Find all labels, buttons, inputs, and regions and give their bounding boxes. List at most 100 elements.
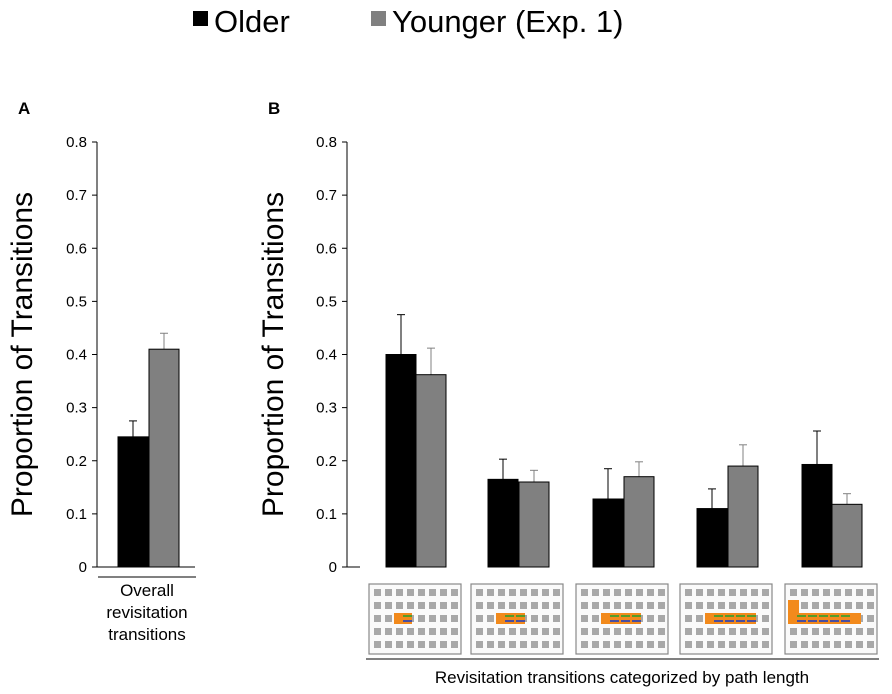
icon-grid-cell <box>856 589 863 596</box>
icon-grid-cell <box>801 641 808 648</box>
icon-grid-cell <box>614 641 621 648</box>
icon-frame <box>368 583 462 655</box>
icon-grid-cell <box>603 589 610 596</box>
icon-grid-cell <box>542 628 549 635</box>
icon-path-highlight <box>788 600 799 614</box>
icon-grid-cell <box>845 602 852 609</box>
icon-grid-cell <box>440 628 447 635</box>
icon-grid-cell <box>429 589 436 596</box>
icon-grid-cell <box>658 602 665 609</box>
icon-grid-cell <box>740 628 747 635</box>
panel-a-y-tick-label: 0.1 <box>66 506 87 523</box>
icon-grid-cell <box>685 615 692 622</box>
panel-a-category-label: revisitation <box>106 603 187 622</box>
icon-grid-cell <box>740 602 747 609</box>
icon-path-highlight <box>705 613 756 624</box>
icon-grid-cell <box>685 602 692 609</box>
legend-swatch-younger <box>371 10 386 26</box>
icon-grid-cell <box>531 602 538 609</box>
icon-grid-cell <box>407 641 414 648</box>
icon-path-highlight <box>496 613 525 624</box>
icon-grid-cell <box>429 602 436 609</box>
icon-grid-cell <box>718 602 725 609</box>
icon-grid-cell <box>647 641 654 648</box>
icon-grid-cell <box>385 589 392 596</box>
icon-grid-cell <box>729 602 736 609</box>
icon-grid-cell <box>509 589 516 596</box>
icon-grid-cell <box>476 628 483 635</box>
icon-grid-cell <box>856 602 863 609</box>
icon-grid-cell <box>696 602 703 609</box>
icon-grid-cell <box>603 641 610 648</box>
icon-grid-cell <box>845 628 852 635</box>
icon-grid-cell <box>487 602 494 609</box>
icon-grid-cell <box>603 628 610 635</box>
icon-grid-cell <box>751 602 758 609</box>
icon-grid-cell <box>498 628 505 635</box>
icon-grid-cell <box>834 589 841 596</box>
icon-grid-cell <box>845 589 852 596</box>
icon-grid-cell <box>614 628 621 635</box>
panel-a-y-axis-title: Proportion of Transitions <box>6 192 39 517</box>
icon-grid-cell <box>451 615 458 622</box>
path-length-2-icon <box>470 583 564 655</box>
panel-b-bar-younger <box>623 476 655 568</box>
icon-grid-cell <box>762 602 769 609</box>
panel-b-y-tick-label: 0.5 <box>316 293 337 310</box>
icon-grid-cell <box>867 641 874 648</box>
icon-grid-cell <box>581 615 588 622</box>
icon-grid-cell <box>823 602 830 609</box>
path-length-3-icon <box>575 583 669 655</box>
panel-b-plot: 0 0.1 0.2 0.3 0.4 0.5 0.6 0.7 0.8 Proportion of T… <box>257 134 879 687</box>
panel-b-label: B <box>268 99 281 118</box>
panel-a-y-tick-label: 0.4 <box>66 347 87 364</box>
panel-b-x-axis-title: Revisitation transitions categorized by … <box>435 668 809 687</box>
icon-grid-cell <box>790 641 797 648</box>
icon-grid-cell <box>696 641 703 648</box>
panel-b-bar-older <box>385 354 417 568</box>
panel-a-category-label: transitions <box>108 625 185 644</box>
icon-grid-cell <box>396 602 403 609</box>
icon-grid-cell <box>553 589 560 596</box>
panel-b-y-tick-label: 0.8 <box>316 134 337 151</box>
icon-grid-cell <box>531 589 538 596</box>
panel-b-bar-younger <box>518 481 550 568</box>
icon-grid-cell <box>790 589 797 596</box>
path-length-5-icon <box>784 583 878 655</box>
icon-grid-cell <box>718 589 725 596</box>
icon-grid-cell <box>812 589 819 596</box>
icon-grid-cell <box>658 628 665 635</box>
panel-a-y-tick-label: 0.6 <box>66 240 87 257</box>
icon-grid-cell <box>429 615 436 622</box>
icon-grid-cell <box>647 589 654 596</box>
icon-grid-cell <box>614 589 621 596</box>
icon-path-highlight <box>601 613 641 624</box>
icon-grid-cell <box>487 589 494 596</box>
panel-a-category-label: Overall <box>120 581 174 600</box>
icon-grid-cell <box>476 615 483 622</box>
icon-grid-cell <box>685 589 692 596</box>
icon-grid-cell <box>418 602 425 609</box>
panel-a-y-tick-label: 0.2 <box>66 453 87 470</box>
icon-grid-cell <box>581 602 588 609</box>
icon-grid-cell <box>834 602 841 609</box>
icon-grid-cell <box>625 641 632 648</box>
icon-grid-cell <box>553 641 560 648</box>
icon-grid-cell <box>476 602 483 609</box>
icon-grid-cell <box>751 628 758 635</box>
icon-grid-cell <box>636 628 643 635</box>
icon-grid-cell <box>418 628 425 635</box>
icon-grid-cell <box>487 628 494 635</box>
panel-b-y-tick-label: 0.4 <box>316 347 337 364</box>
icon-grid-cell <box>498 641 505 648</box>
icon-grid-cell <box>520 628 527 635</box>
icon-grid-cell <box>374 602 381 609</box>
panel-a-label: A <box>18 99 31 118</box>
panel-a-y-tick-label: 0.5 <box>66 293 87 310</box>
icon-grid-cell <box>636 589 643 596</box>
icon-grid-cell <box>531 628 538 635</box>
icon-grid-cell <box>374 628 381 635</box>
icon-grid-cell <box>625 628 632 635</box>
icon-grid-cell <box>374 615 381 622</box>
icon-grid-cell <box>451 641 458 648</box>
